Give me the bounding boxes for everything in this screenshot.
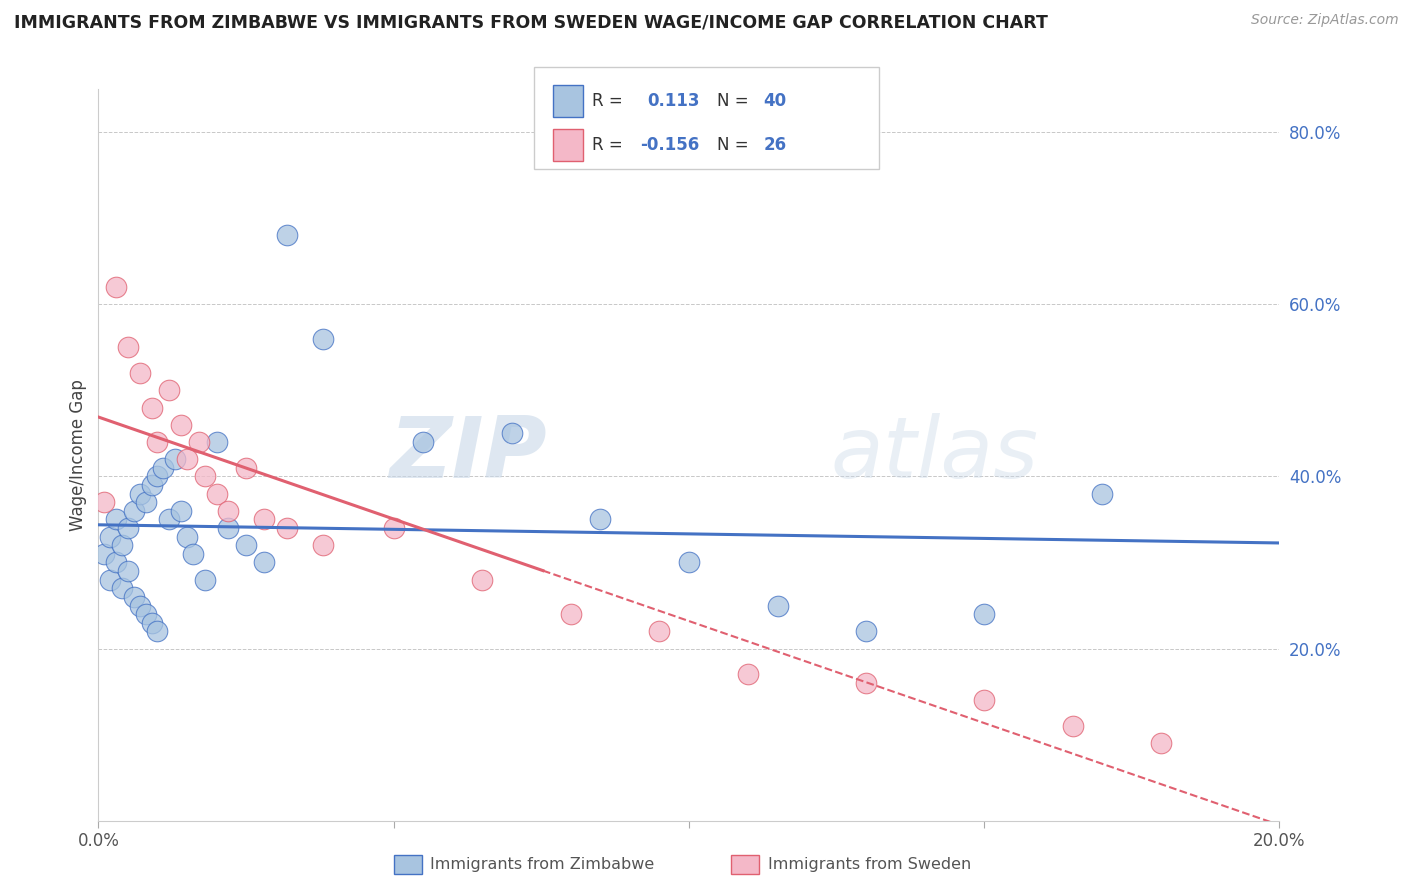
Text: N =: N = bbox=[717, 92, 748, 110]
Point bbox=[105, 280, 128, 294]
Point bbox=[146, 469, 169, 483]
Point bbox=[766, 599, 789, 613]
Point bbox=[128, 366, 150, 380]
Text: 0.113: 0.113 bbox=[647, 92, 699, 110]
Point bbox=[170, 504, 193, 518]
Point bbox=[1150, 736, 1173, 750]
Point bbox=[589, 512, 612, 526]
Text: Source: ZipAtlas.com: Source: ZipAtlas.com bbox=[1251, 13, 1399, 28]
Point bbox=[678, 556, 700, 570]
Point bbox=[176, 452, 198, 467]
Point bbox=[412, 435, 434, 450]
Point bbox=[973, 607, 995, 621]
Point bbox=[146, 624, 169, 639]
Point bbox=[157, 384, 180, 398]
Text: -0.156: -0.156 bbox=[640, 136, 699, 154]
Point bbox=[501, 426, 523, 441]
Point bbox=[135, 607, 157, 621]
Point bbox=[157, 512, 180, 526]
Point bbox=[253, 556, 276, 570]
Point bbox=[855, 676, 877, 690]
Point bbox=[1091, 486, 1114, 500]
Point bbox=[205, 435, 228, 450]
Point bbox=[111, 582, 134, 596]
Point bbox=[235, 538, 257, 552]
Point bbox=[122, 504, 145, 518]
Point bbox=[105, 512, 128, 526]
Point bbox=[312, 332, 335, 346]
Point bbox=[117, 564, 139, 578]
Point bbox=[128, 486, 150, 500]
Point bbox=[128, 599, 150, 613]
Text: R =: R = bbox=[592, 136, 623, 154]
Point bbox=[98, 530, 121, 544]
Point bbox=[235, 460, 257, 475]
Text: Immigrants from Zimbabwe: Immigrants from Zimbabwe bbox=[430, 857, 654, 871]
Point bbox=[194, 573, 217, 587]
Point bbox=[855, 624, 877, 639]
Point bbox=[135, 495, 157, 509]
Point bbox=[217, 521, 239, 535]
Point bbox=[194, 469, 217, 483]
Point bbox=[648, 624, 671, 639]
Point bbox=[312, 538, 335, 552]
Point bbox=[560, 607, 582, 621]
Point bbox=[117, 340, 139, 354]
Point bbox=[93, 495, 115, 509]
Point bbox=[471, 573, 494, 587]
Point bbox=[187, 435, 209, 450]
Text: 40: 40 bbox=[763, 92, 786, 110]
Point bbox=[181, 547, 204, 561]
Point bbox=[105, 556, 128, 570]
Point bbox=[170, 417, 193, 432]
Point bbox=[141, 615, 163, 630]
Point bbox=[205, 486, 228, 500]
Point bbox=[176, 530, 198, 544]
Point bbox=[122, 590, 145, 604]
Text: Immigrants from Sweden: Immigrants from Sweden bbox=[768, 857, 972, 871]
Point bbox=[141, 401, 163, 415]
Point bbox=[382, 521, 405, 535]
Point bbox=[93, 547, 115, 561]
Point bbox=[98, 573, 121, 587]
Point bbox=[152, 460, 174, 475]
Point bbox=[146, 435, 169, 450]
Point bbox=[117, 521, 139, 535]
Point bbox=[111, 538, 134, 552]
Text: IMMIGRANTS FROM ZIMBABWE VS IMMIGRANTS FROM SWEDEN WAGE/INCOME GAP CORRELATION C: IMMIGRANTS FROM ZIMBABWE VS IMMIGRANTS F… bbox=[14, 13, 1047, 31]
Text: R =: R = bbox=[592, 92, 623, 110]
Y-axis label: Wage/Income Gap: Wage/Income Gap bbox=[69, 379, 87, 531]
Text: 26: 26 bbox=[763, 136, 786, 154]
Point bbox=[276, 521, 298, 535]
Text: ZIP: ZIP bbox=[389, 413, 547, 497]
Point bbox=[1062, 719, 1084, 733]
Text: atlas: atlas bbox=[831, 413, 1039, 497]
Point bbox=[141, 478, 163, 492]
Point bbox=[276, 228, 298, 243]
Text: N =: N = bbox=[717, 136, 748, 154]
Point bbox=[737, 667, 759, 681]
Point bbox=[973, 693, 995, 707]
Point bbox=[217, 504, 239, 518]
Point bbox=[253, 512, 276, 526]
Point bbox=[165, 452, 187, 467]
